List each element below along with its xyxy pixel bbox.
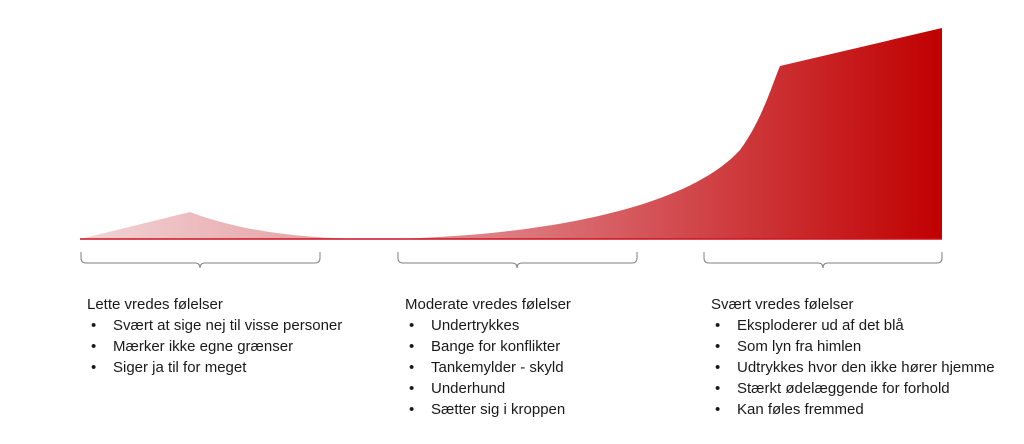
bullet-icon: • bbox=[409, 338, 415, 355]
list-item: • Stærkt ødelæggende for forhold bbox=[715, 380, 950, 397]
bracket-moderate bbox=[397, 252, 638, 269]
list-item: • Som lyn fra himlen bbox=[715, 338, 862, 355]
group-heading: Svært vredes følelser bbox=[711, 296, 854, 313]
group-strong-anger: Svært vredes følelser • Eksploderer ud af… bbox=[711, 294, 995, 420]
bullet-icon: • bbox=[91, 338, 97, 355]
list-item: • Eksploderer ud af det blå bbox=[715, 317, 904, 334]
list-item: • Svært at sige nej til visse personer bbox=[91, 317, 343, 334]
list-item: • Underhund bbox=[409, 380, 506, 397]
bullet-icon: • bbox=[409, 401, 415, 418]
bullet-icon: • bbox=[715, 401, 721, 418]
bullet-icon: • bbox=[409, 317, 415, 334]
list-item: • Mærker ikke egne grænser bbox=[91, 338, 294, 355]
bullet-icon: • bbox=[409, 359, 415, 376]
group-heading: Moderate vredes følelser bbox=[405, 296, 571, 313]
bullet-icon: • bbox=[715, 359, 721, 376]
bullet-icon: • bbox=[91, 317, 97, 334]
group-moderate-anger: Moderate vredes følelser • Undertrykkes •… bbox=[405, 294, 571, 420]
bullet-icon: • bbox=[409, 380, 415, 397]
list-item: • Tankemylder - skyld bbox=[409, 359, 564, 376]
group-heading: Lette vredes følelser bbox=[87, 296, 223, 313]
bullet-icon: • bbox=[715, 380, 721, 397]
list-item: • Bange for konflikter bbox=[409, 338, 561, 355]
list-item: • Sætter sig i kroppen bbox=[409, 401, 566, 418]
list-item: • Undertrykkes bbox=[409, 317, 520, 334]
bracket-light bbox=[80, 252, 321, 269]
bracket-strong bbox=[703, 252, 943, 269]
bullet-icon: • bbox=[715, 317, 721, 334]
bullet-icon: • bbox=[715, 338, 721, 355]
group-light-anger: Lette vredes følelser • Svært at sige nej… bbox=[87, 294, 342, 378]
list-item: • Kan føles fremmed bbox=[715, 401, 864, 418]
list-item: • Udtrykkes hvor den ikke hører hjemme bbox=[715, 359, 995, 376]
list-item: • Siger ja til for meget bbox=[91, 359, 247, 376]
intensity-curve bbox=[80, 28, 942, 240]
bullet-icon: • bbox=[91, 359, 97, 376]
